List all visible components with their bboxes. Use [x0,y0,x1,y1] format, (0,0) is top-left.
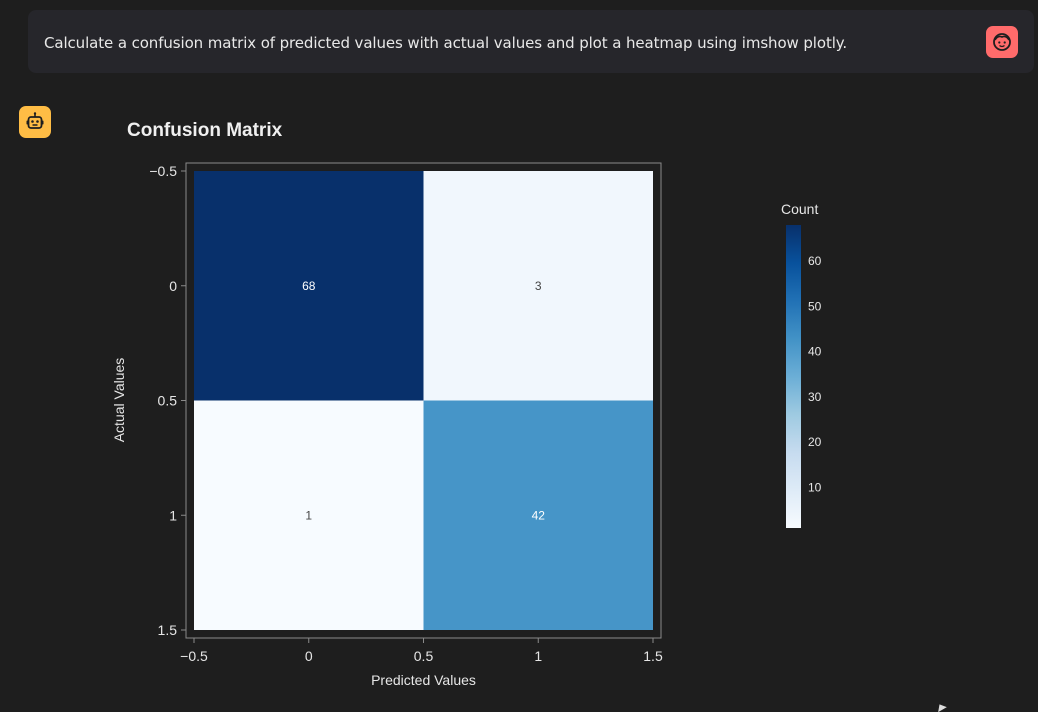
y-tick-label: 1.5 [158,622,178,638]
x-tick-label: 0.5 [414,648,434,664]
x-tick-label: 1.5 [643,648,663,664]
colorbar [786,225,801,528]
colorbar-tick-label: 60 [808,254,822,268]
cell-label: 42 [532,508,546,522]
heatmap-cell [194,400,424,630]
colorbar-tick-label: 20 [808,435,822,449]
user-face-icon [986,26,1018,58]
x-tick-label: −0.5 [180,648,208,664]
colorbar-tick-label: 50 [808,299,822,313]
y-tick-label: 0 [169,278,177,294]
cell-label: 3 [535,279,542,293]
user-message-text: Calculate a confusion matrix of predicte… [44,34,848,52]
chart-title: Confusion Matrix [127,120,283,141]
colorbar-tick-label: 40 [808,345,822,359]
y-tick-label: 0.5 [158,393,178,409]
colorbar-tick-label: 30 [808,390,822,404]
heatmap-cell [194,171,424,401]
heatmap-cell [423,400,653,630]
colorbar-tick-label: 10 [808,480,822,494]
x-axis-title: Predicted Values [371,672,476,688]
cell-label: 1 [305,508,312,522]
heatmap-cell [423,171,653,401]
y-tick-label: −0.5 [149,163,177,179]
colorbar-title: Count [781,201,818,217]
cell-label: 68 [302,279,316,293]
x-tick-label: 0 [305,648,313,664]
y-tick-label: 1 [169,507,177,523]
x-tick-label: 1 [534,648,542,664]
y-axis-title: Actual Values [111,358,127,443]
user-message-bubble: Calculate a confusion matrix of predicte… [28,10,1034,73]
robot-icon [19,106,51,138]
